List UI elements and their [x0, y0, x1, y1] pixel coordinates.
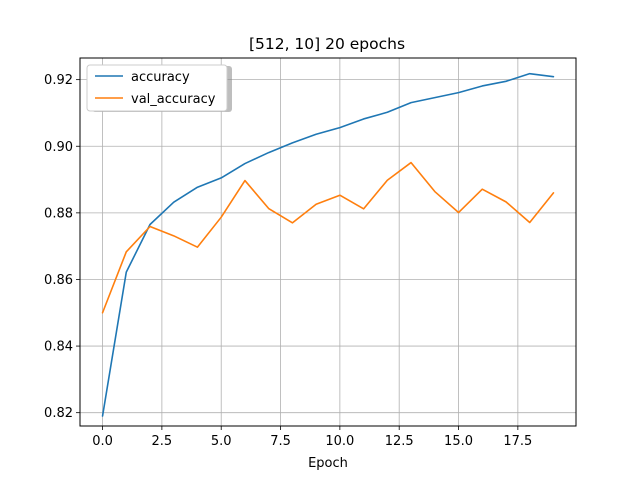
- x-tick-label: 0.0: [92, 434, 113, 449]
- y-tick-label: 0.90: [44, 140, 73, 155]
- y-tick-label: 0.92: [44, 73, 73, 88]
- series-line-val-accuracy: [101, 161, 555, 314]
- plot-frame: [79, 57, 577, 427]
- x-tick-label: 2.5: [152, 434, 173, 449]
- series-lines: [101, 72, 555, 417]
- y-tick-label: 0.82: [44, 406, 73, 421]
- legend-label-accuracy: accuracy: [131, 70, 190, 85]
- grid: [80, 58, 576, 426]
- y-tick-label: 0.84: [44, 340, 73, 355]
- x-tick-label: 7.5: [270, 434, 291, 449]
- series-line-accuracy: [101, 72, 555, 417]
- x-axis-label: Epoch: [308, 456, 348, 471]
- legend-label-val-accuracy: val_accuracy: [131, 92, 216, 107]
- y-tick-label: 0.88: [44, 206, 73, 221]
- x-tick-label: 10.0: [325, 434, 354, 449]
- chart-title: [512, 10] 20 epochs: [249, 35, 405, 53]
- y-tick-label: 0.86: [44, 273, 73, 288]
- x-tick-label: 15.0: [444, 434, 473, 449]
- ticks: 0.0 2.5 5.0 7.5 10.0 12.5 15.0 17.5 0.82 0.84 0.86…: [44, 73, 532, 449]
- legend: accuracy val_accuracy: [86, 64, 232, 112]
- x-tick-label: 12.5: [385, 434, 414, 449]
- x-tick-label: 5.0: [211, 434, 232, 449]
- x-tick-label: 17.5: [503, 434, 532, 449]
